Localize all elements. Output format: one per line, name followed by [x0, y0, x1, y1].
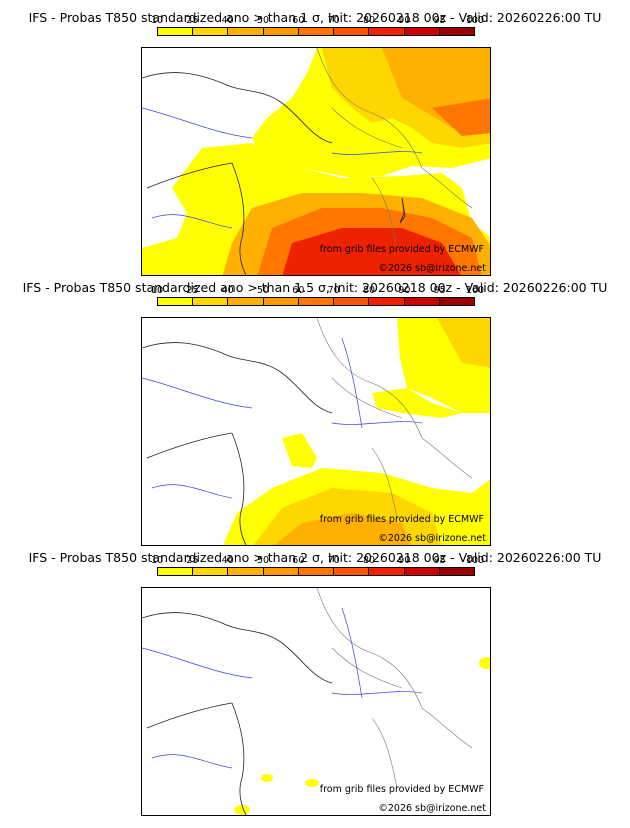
colorbar-segment [193, 568, 229, 575]
source-credit: from grib files provided by ECMWF [319, 244, 484, 255]
colorbar-tick-label: 60 [292, 15, 305, 26]
colorbar [157, 297, 475, 306]
panel-2: IFS - Probas T850 standardized ano > tha… [0, 270, 630, 546]
colorbar-segment [228, 568, 264, 575]
colorbar-segment [228, 298, 264, 305]
colorbar-segment [439, 568, 474, 575]
colorbar-segment [369, 298, 405, 305]
colorbar-tick-label: 60 [292, 555, 305, 566]
copyright-credit: ©2026 sb@irizone.net [378, 803, 486, 814]
colorbar-segment [263, 568, 299, 575]
colorbar-tick-label: 90 [398, 285, 411, 296]
colorbar-segment [404, 298, 440, 305]
colorbar-segment [263, 298, 299, 305]
colorbar-tick-label: 40 [221, 285, 234, 296]
map-graphic [142, 588, 490, 815]
colorbar-tick-label: 90 [398, 15, 411, 26]
colorbar-tick-label: 10 [150, 15, 164, 26]
colorbar-segment [193, 28, 229, 35]
panel-title: IFS - Probas T850 standardized ano > tha… [28, 10, 602, 25]
panel-title: IFS - Probas T850 standardized ano > tha… [22, 280, 608, 295]
colorbar-segment [298, 28, 335, 35]
colorbar-segment [404, 568, 440, 575]
colorbar-segment [263, 28, 299, 35]
colorbar-tick-label: 25 [186, 555, 199, 566]
source-credit: from grib files provided by ECMWF [319, 514, 484, 525]
colorbar-ticks: 10 25 40 50 60 70 80 90 95 100 [151, 555, 484, 567]
colorbar-tick-label: 95 [433, 285, 446, 296]
colorbar-tick-label: 70 [327, 15, 340, 26]
colorbar-segment [369, 568, 405, 575]
colorbar-segment [158, 28, 194, 35]
source-credit: from grib files provided by ECMWF [319, 784, 484, 795]
panel-title: IFS - Probas T850 standardized ano > tha… [28, 550, 602, 565]
colorbar-segment [404, 28, 440, 35]
colorbar-tick-label: 60 [292, 285, 305, 296]
colorbar-tick-label: 90 [398, 555, 411, 566]
colorbar-tick-label: 100 [465, 555, 485, 566]
colorbar-tick-label: 10 [150, 555, 164, 566]
colorbar-tick-label: 50 [256, 285, 270, 296]
colorbar-tick-label: 80 [362, 15, 376, 26]
colorbar-tick-label: 80 [362, 285, 376, 296]
panel-3: IFS - Probas T850 standardized ano > tha… [0, 540, 630, 816]
colorbar-segment [334, 298, 370, 305]
colorbar-tick-label: 10 [150, 285, 164, 296]
colorbar-tick-label: 95 [433, 555, 446, 566]
colorbar-ticks: 10 25 40 50 60 70 80 90 95 100 [151, 285, 484, 297]
panel-1: IFS - Probas T850 standardized ano > tha… [0, 0, 630, 276]
colorbar-tick-label: 80 [362, 555, 376, 566]
probability-map: from grib files provided by ECMWF ©2026 … [141, 587, 491, 816]
probability-map: from grib files provided by ECMWF ©2026 … [141, 47, 491, 276]
map-graphic [142, 318, 490, 545]
colorbar-ticks: 10 25 40 50 60 70 80 90 95 100 [151, 15, 484, 27]
probability-map: from grib files provided by ECMWF ©2026 … [141, 317, 491, 546]
colorbar-segment [439, 298, 474, 305]
colorbar-tick-label: 70 [327, 555, 340, 566]
colorbar-tick-label: 50 [256, 15, 270, 26]
colorbar-segment [298, 568, 335, 575]
colorbar-segment [439, 28, 474, 35]
colorbar-segment [228, 28, 264, 35]
colorbar [157, 27, 475, 36]
copyright-credit: ©2026 sb@irizone.net [378, 263, 486, 274]
colorbar-segment [193, 298, 229, 305]
colorbar-segment [158, 568, 194, 575]
colorbar-tick-label: 95 [433, 15, 446, 26]
colorbar-tick-label: 100 [465, 285, 485, 296]
colorbar-tick-label: 40 [221, 555, 234, 566]
colorbar-tick-label: 25 [186, 15, 199, 26]
colorbar [157, 567, 475, 576]
colorbar-segment [158, 298, 194, 305]
colorbar-segment [334, 28, 370, 35]
colorbar-tick-label: 40 [221, 15, 234, 26]
colorbar-tick-label: 70 [327, 285, 340, 296]
colorbar-tick-label: 25 [186, 285, 199, 296]
colorbar-segment [369, 28, 405, 35]
copyright-credit: ©2026 sb@irizone.net [378, 533, 486, 544]
map-graphic [142, 48, 490, 275]
colorbar-segment [298, 298, 335, 305]
colorbar-segment [334, 568, 370, 575]
colorbar-tick-label: 50 [256, 555, 270, 566]
colorbar-tick-label: 100 [465, 15, 485, 26]
